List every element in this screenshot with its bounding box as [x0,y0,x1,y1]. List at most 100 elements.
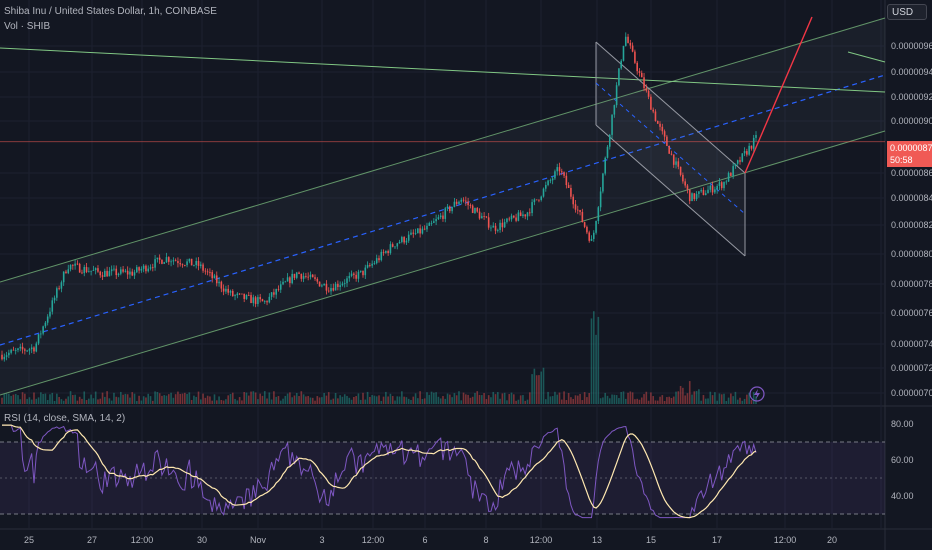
candle-body [238,293,241,295]
volume-bar [234,398,236,404]
candle-body [140,268,143,271]
candle-body [117,273,120,276]
volume-bar [108,398,111,404]
candle-body [510,215,513,220]
volume-bar [97,399,99,404]
volume-bar [382,396,385,404]
volume-bar [629,391,632,404]
volume-bar [40,392,42,404]
candle-body [531,202,533,214]
candle-body [366,265,369,268]
candle-body [126,270,129,275]
candle-body [78,263,81,273]
volume-bar [44,393,47,404]
volume-bar [12,394,15,404]
candle-body [430,222,433,224]
candle-body [501,222,504,228]
volume-bar [709,391,712,404]
volume-bar [407,398,410,404]
candle-body [263,301,266,302]
candle-body [149,267,152,269]
price-tick-label: 0.00000725 [891,363,932,373]
candle-body [156,257,159,260]
candle-body [284,281,287,283]
candle-body [743,151,746,154]
volume-bar [218,396,220,404]
candle-body [88,271,90,273]
time-tick-label: 12:00 [774,535,797,545]
candle-body [58,288,60,290]
candle-body [259,297,261,300]
candle-body [261,299,264,302]
volume-bar [602,397,604,404]
volume-bar [193,395,195,404]
volume-bar [163,395,166,404]
volume-bar [727,397,730,404]
candle-body [37,334,40,344]
candle-body [497,229,499,231]
candle-body [435,219,437,222]
candle-body [588,232,591,241]
candle-body [556,167,559,172]
volume-bar [353,396,355,404]
volume-bar [101,392,104,404]
candle-body [444,208,447,219]
volume-bar [533,368,536,404]
volume-bar [471,396,474,404]
candle-body [627,36,629,43]
volume-bar [497,392,499,404]
candle-body [65,271,67,274]
volume-bar [26,398,28,404]
candle-body [339,285,341,287]
candle-body [734,163,737,167]
candle-body [225,288,227,292]
volume-bar [538,375,540,404]
volume-bar [154,391,156,404]
candle-body [529,212,531,214]
volume-bar [410,399,412,404]
candle-body [451,206,453,212]
candle-body [611,114,613,135]
candle-body [401,237,403,242]
candle-body [426,225,428,230]
volume-bar [124,393,127,404]
candle-body [24,349,26,351]
candle-body [3,356,6,360]
candle-body [481,216,483,219]
volume-bar [35,398,38,404]
candle-body [640,72,643,78]
volume-bar [69,391,72,404]
volume-bar [90,394,92,404]
candle-body [245,294,248,299]
volume-bar [567,393,570,404]
candle-body [327,290,330,292]
volume-bar [707,398,709,404]
candle-body [69,264,72,270]
candle-body [460,199,463,202]
candle-body [145,265,147,272]
candle-body [282,281,284,285]
candle-body [542,188,545,197]
volume-bar [225,399,227,404]
volume-bar [126,394,129,404]
volume-bar [492,391,495,404]
volume-bar [238,397,241,404]
candle-body [234,295,236,297]
volume-bar [517,399,520,404]
candle-body [382,251,385,253]
currency-selector[interactable]: USD [887,4,927,20]
volume-bar [305,396,307,404]
candle-body [94,268,97,270]
volume-bar [640,397,643,404]
volume-bar [286,393,289,404]
candle-body [380,251,383,261]
volume-bar [586,397,588,404]
candle-body [688,189,691,202]
candle-body [305,276,307,277]
candle-body [257,297,259,304]
last-price-value: 0.00000878 [890,143,932,153]
volume-bar [453,393,456,404]
volume-bar [78,396,81,404]
candle-body [624,36,627,46]
